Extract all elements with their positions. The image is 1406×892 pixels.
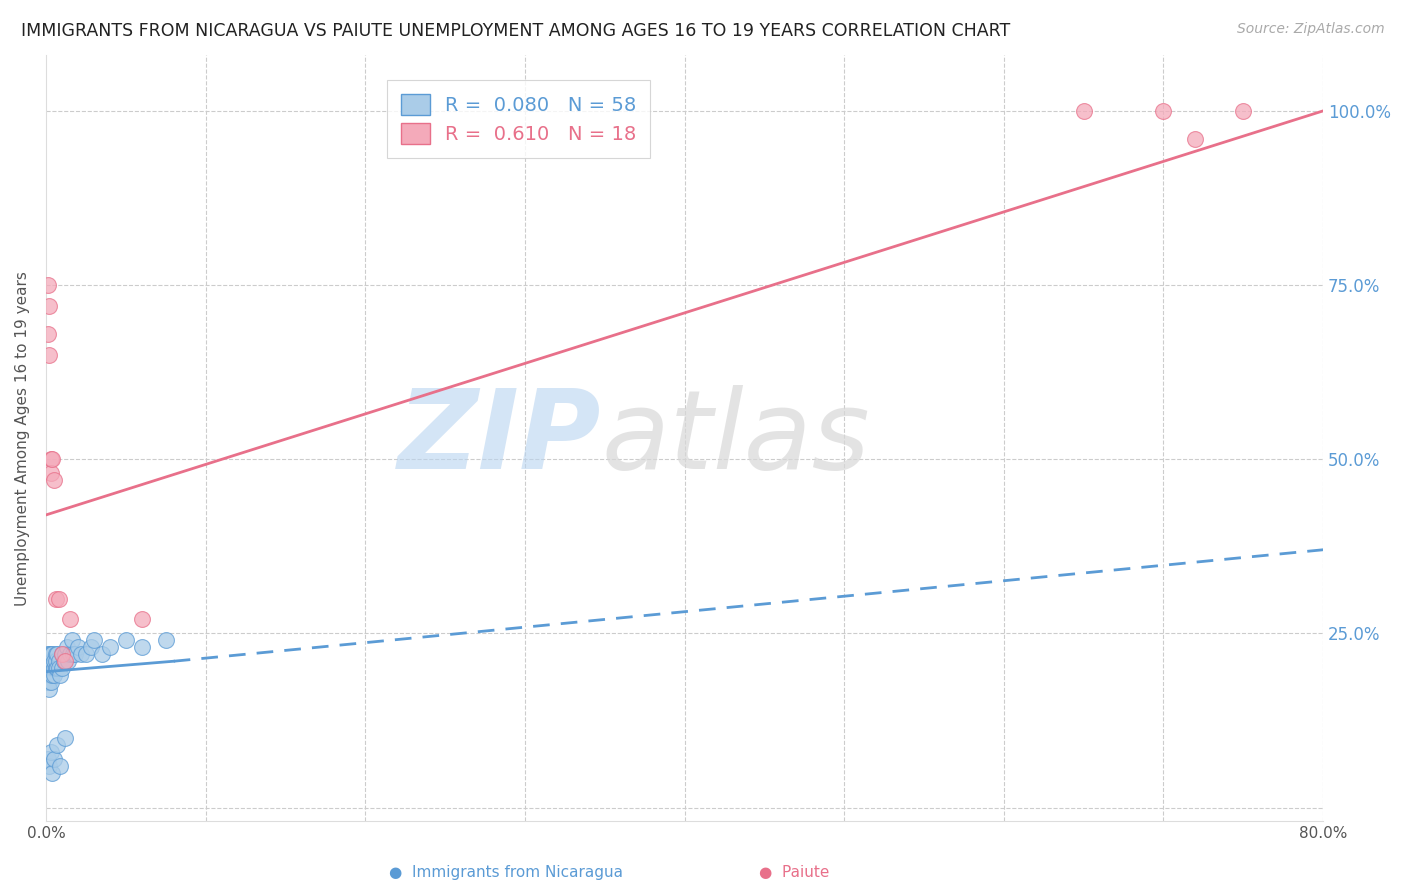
Point xyxy=(38,668,60,682)
Point xyxy=(66,640,89,655)
Point xyxy=(131,612,153,626)
Point xyxy=(48,654,70,668)
Point xyxy=(38,348,60,362)
Point xyxy=(39,745,62,759)
Point xyxy=(79,640,101,655)
Point xyxy=(46,738,69,752)
Point xyxy=(45,647,67,661)
Point xyxy=(38,682,60,697)
Point xyxy=(55,640,77,655)
Point xyxy=(41,661,63,675)
Point xyxy=(45,654,67,668)
Point xyxy=(70,647,93,661)
Point xyxy=(39,654,62,668)
Text: atlas: atlas xyxy=(602,384,870,491)
Point xyxy=(51,661,73,675)
Point xyxy=(42,668,65,682)
Point xyxy=(38,661,60,675)
Point xyxy=(53,654,76,668)
Point xyxy=(42,752,65,766)
Point xyxy=(39,466,62,480)
Point xyxy=(38,675,60,690)
Point xyxy=(114,633,136,648)
Point xyxy=(42,473,65,487)
Point xyxy=(37,675,59,690)
Point xyxy=(48,661,70,675)
Point xyxy=(1232,103,1254,118)
Point xyxy=(41,647,63,661)
Point xyxy=(131,640,153,655)
Point xyxy=(38,647,60,661)
Point xyxy=(53,647,76,661)
Point xyxy=(49,668,72,682)
Point xyxy=(37,647,59,661)
Point xyxy=(90,647,112,661)
Point xyxy=(59,647,82,661)
Point xyxy=(155,633,177,648)
Point xyxy=(1184,132,1206,146)
Text: ●  Immigrants from Nicaragua: ● Immigrants from Nicaragua xyxy=(389,865,623,880)
Point xyxy=(59,612,82,626)
Point xyxy=(83,633,105,648)
Point xyxy=(45,661,67,675)
Text: ZIP: ZIP xyxy=(398,384,602,491)
Point xyxy=(49,758,72,772)
Point xyxy=(41,765,63,780)
Point xyxy=(1153,103,1175,118)
Point xyxy=(60,633,83,648)
Point xyxy=(39,647,62,661)
Y-axis label: Unemployment Among Ages 16 to 19 years: Unemployment Among Ages 16 to 19 years xyxy=(15,271,30,606)
Point xyxy=(1073,103,1095,118)
Text: IMMIGRANTS FROM NICARAGUA VS PAIUTE UNEMPLOYMENT AMONG AGES 16 TO 19 YEARS CORRE: IMMIGRANTS FROM NICARAGUA VS PAIUTE UNEM… xyxy=(21,22,1011,40)
Point xyxy=(39,452,62,467)
Point xyxy=(39,668,62,682)
Text: Source: ZipAtlas.com: Source: ZipAtlas.com xyxy=(1237,22,1385,37)
Point xyxy=(63,647,86,661)
Point xyxy=(39,661,62,675)
Point xyxy=(37,278,59,293)
Point xyxy=(37,661,59,675)
Point xyxy=(39,675,62,690)
Point xyxy=(51,647,73,661)
Point xyxy=(46,661,69,675)
Point xyxy=(41,654,63,668)
Point xyxy=(52,654,75,668)
Point xyxy=(46,647,69,661)
Point xyxy=(41,668,63,682)
Point xyxy=(38,758,60,772)
Point xyxy=(41,452,63,467)
Point xyxy=(42,661,65,675)
Point xyxy=(75,647,97,661)
Point xyxy=(48,591,70,606)
Point xyxy=(62,647,84,661)
Point xyxy=(37,326,59,341)
Point xyxy=(42,654,65,668)
Point xyxy=(45,591,67,606)
Text: ●  Paiute: ● Paiute xyxy=(759,865,830,880)
Legend: R =  0.080   N = 58, R =  0.610   N = 18: R = 0.080 N = 58, R = 0.610 N = 18 xyxy=(387,80,650,158)
Point xyxy=(51,647,73,661)
Point xyxy=(38,654,60,668)
Point xyxy=(37,752,59,766)
Point xyxy=(37,668,59,682)
Point xyxy=(53,731,76,745)
Point xyxy=(38,299,60,313)
Point xyxy=(58,654,80,668)
Point xyxy=(98,640,121,655)
